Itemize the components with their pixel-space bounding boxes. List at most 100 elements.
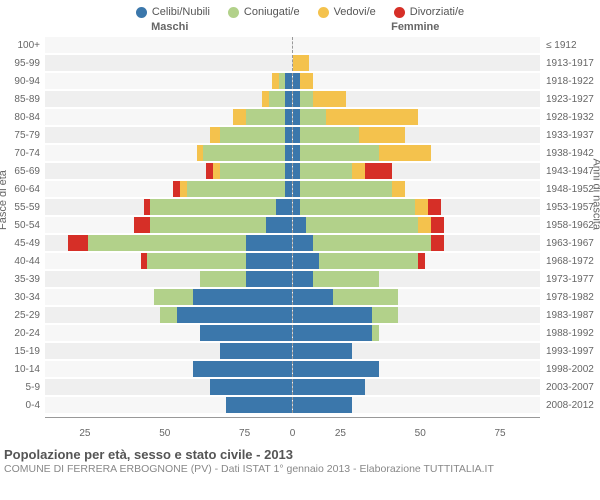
bar-segment	[180, 181, 187, 197]
bar-segment	[147, 253, 246, 269]
age-row: 15-191993-1997	[45, 342, 540, 360]
male-bar	[45, 271, 293, 287]
legend-item: Vedovi/e	[318, 6, 376, 18]
bar-segment	[293, 361, 379, 377]
x-tick: 75	[205, 428, 285, 439]
female-bar	[293, 235, 540, 251]
x-tick: 0	[285, 428, 301, 439]
age-row: 80-841928-1932	[45, 108, 540, 126]
bar-segment	[418, 217, 431, 233]
age-label: 10-14	[2, 364, 40, 375]
bar-segment	[68, 235, 88, 251]
male-bar	[45, 361, 293, 377]
age-row: 40-441968-1972	[45, 252, 540, 270]
bar-segment	[276, 199, 292, 215]
female-bar	[293, 325, 540, 341]
bar-segment	[144, 199, 151, 215]
bar-segment	[293, 127, 300, 143]
bar-segment	[269, 91, 285, 107]
bar-segment	[359, 127, 405, 143]
bar-segment	[177, 307, 292, 323]
bar-segment	[333, 289, 399, 305]
age-label: 5-9	[2, 382, 40, 393]
chart-subtitle: COMUNE DI FERRERA ERBOGNONE (PV) - Dati …	[0, 462, 600, 475]
bar-segment	[300, 181, 392, 197]
bar-segment	[431, 217, 444, 233]
male-bar	[45, 181, 293, 197]
bar-segment	[262, 91, 269, 107]
female-label: Femmine	[293, 21, 539, 33]
birth-label: 1928-1932	[546, 112, 598, 123]
legend: Celibi/Nubili Coniugati/e Vedovi/e Divorzia…	[0, 0, 600, 21]
legend-item: Celibi/Nubili	[136, 6, 210, 18]
age-row: 90-941918-1922	[45, 72, 540, 90]
age-label: 100+	[2, 40, 40, 51]
bar-segment	[272, 73, 279, 89]
bar-segment	[352, 163, 365, 179]
bar-segment	[88, 235, 246, 251]
bar-segment	[285, 145, 292, 161]
bar-segment	[293, 217, 306, 233]
bar-segment	[293, 163, 300, 179]
age-label: 15-19	[2, 346, 40, 357]
bar-segment	[193, 361, 292, 377]
bar-segment	[285, 91, 292, 107]
bar-segment	[379, 145, 432, 161]
birth-label: 1978-1982	[546, 292, 598, 303]
age-row: 70-741938-1942	[45, 144, 540, 162]
bar-segment	[285, 73, 292, 89]
female-bar	[293, 217, 540, 233]
birth-label: 1913-1917	[546, 58, 598, 69]
birth-label: 1983-1987	[546, 310, 598, 321]
age-label: 50-54	[2, 220, 40, 231]
legend-label: Vedovi/e	[334, 6, 376, 18]
age-label: 80-84	[2, 112, 40, 123]
bar-segment	[293, 235, 313, 251]
male-bar	[45, 217, 293, 233]
male-bar	[45, 343, 293, 359]
female-bar	[293, 163, 540, 179]
legend-item: Divorziati/e	[394, 6, 464, 18]
birth-label: 1953-1957	[546, 202, 598, 213]
male-bar	[45, 289, 293, 305]
bar-segment	[313, 235, 432, 251]
bar-segment	[300, 127, 359, 143]
bar-segment	[372, 307, 398, 323]
female-bar	[293, 127, 540, 143]
age-row: 35-391973-1977	[45, 270, 540, 288]
bar-segment	[160, 307, 176, 323]
bar-segment	[226, 397, 292, 413]
bar-segment	[415, 199, 428, 215]
age-label: 85-89	[2, 94, 40, 105]
age-label: 75-79	[2, 130, 40, 141]
bar-segment	[220, 163, 286, 179]
male-bar	[45, 397, 293, 413]
legend-swatch	[228, 7, 239, 18]
bar-segment	[200, 271, 246, 287]
female-bar	[293, 271, 540, 287]
male-bar	[45, 253, 293, 269]
chart-title: Popolazione per età, sesso e stato civil…	[0, 439, 600, 462]
birth-label: 2003-2007	[546, 382, 598, 393]
bar-segment	[173, 181, 180, 197]
male-bar	[45, 235, 293, 251]
birth-label: 1923-1927	[546, 94, 598, 105]
age-label: 20-24	[2, 328, 40, 339]
age-row: 45-491963-1967	[45, 234, 540, 252]
bar-segment	[200, 325, 292, 341]
legend-swatch	[394, 7, 405, 18]
age-row: 5-92003-2007	[45, 378, 540, 396]
bar-segment	[210, 127, 220, 143]
bar-segment	[233, 109, 246, 125]
legend-item: Coniugati/e	[228, 6, 300, 18]
age-label: 35-39	[2, 274, 40, 285]
age-label: 45-49	[2, 238, 40, 249]
bar-segment	[428, 199, 441, 215]
bar-segment	[154, 289, 194, 305]
age-label: 25-29	[2, 310, 40, 321]
male-bar	[45, 127, 293, 143]
age-row: 55-591953-1957	[45, 198, 540, 216]
male-bar	[45, 91, 293, 107]
age-row: 25-291983-1987	[45, 306, 540, 324]
bar-segment	[220, 127, 286, 143]
